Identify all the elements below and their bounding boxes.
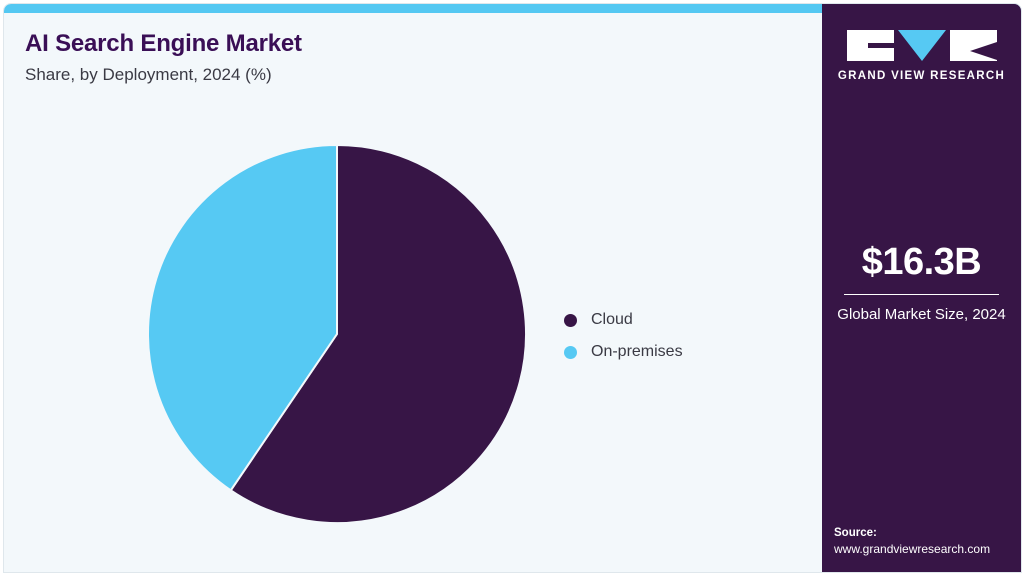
chart-card: AI Search Engine Market Share, by Deploy… bbox=[4, 4, 1021, 572]
stat-divider bbox=[844, 294, 999, 295]
legend-swatch-cloud bbox=[564, 313, 577, 327]
logo-v-triangle-icon bbox=[897, 30, 946, 61]
brand-logo: GRAND VIEW RESEARCH bbox=[822, 30, 1021, 82]
stat-value: $16.3B bbox=[861, 241, 982, 283]
legend-swatch-on-premises bbox=[564, 345, 577, 359]
logo-g-icon bbox=[846, 30, 894, 61]
side-panel: GRAND VIEW RESEARCH $16.3B Global Market… bbox=[822, 4, 1021, 572]
pie-chart bbox=[147, 143, 527, 524]
logo-wordmark: GRAND VIEW RESEARCH bbox=[837, 70, 1006, 82]
pie-slice[interactable] bbox=[229, 143, 527, 524]
logo-marks bbox=[822, 30, 1021, 61]
legend-item-on-premises[interactable]: On-premises bbox=[564, 336, 683, 368]
legend-label-cloud: Cloud bbox=[591, 311, 633, 328]
accent-strip bbox=[4, 4, 1021, 13]
page-subtitle: Share, by Deployment, 2024 (%) bbox=[25, 65, 272, 84]
stat-caption: Global Market Size, 2024 bbox=[837, 306, 1006, 323]
chart-legend: Cloud On-premises bbox=[564, 304, 683, 368]
source-label: Source: bbox=[834, 527, 877, 539]
page-title: AI Search Engine Market bbox=[25, 30, 302, 57]
legend-label-on-premises: On-premises bbox=[591, 343, 683, 360]
source-block: Source: www.grandviewresearch.com bbox=[834, 525, 1021, 558]
market-size-stat: $16.3B Global Market Size, 2024 bbox=[822, 240, 1021, 325]
logo-r-icon bbox=[949, 30, 997, 61]
source-url[interactable]: www.grandviewresearch.com bbox=[834, 542, 991, 556]
title-block: AI Search Engine Market Share, by Deploy… bbox=[25, 29, 725, 87]
legend-item-cloud[interactable]: Cloud bbox=[564, 304, 683, 336]
pie-chart-area bbox=[4, 4, 824, 572]
pie-slice[interactable] bbox=[147, 143, 338, 492]
